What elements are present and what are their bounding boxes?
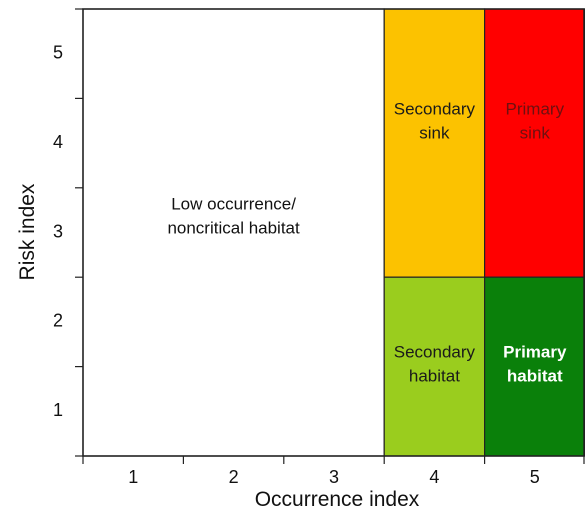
chart-region-labels: Low occurrence/noncritical habitat Second… [167,99,567,385]
x-tick-label-4: 4 [429,467,439,487]
region-label-1-line-0: Secondary [394,99,476,118]
x-tick-label-1: 1 [128,467,138,487]
plot-frame [82,8,585,457]
region-1 [383,8,486,278]
region-label-1-line-1: sink [419,123,450,142]
region-2 [484,8,585,278]
region-label-0-line-1: noncritical habitat [167,218,300,237]
region-label-4-line-1: habitat [507,366,563,385]
y-axis-title: Risk index [16,183,39,280]
y-tick-label-4: 4 [53,132,63,152]
y-axis: 1 2 3 4 5 [53,8,83,457]
x-tick-label-2: 2 [229,467,239,487]
region-label-4-line-0: Primary [503,342,567,361]
x-axis-title: Occurrence index [255,488,420,511]
y-tick-label-2: 2 [53,311,63,331]
region-label-2-line-0: Primary [506,99,565,118]
region-label-3-line-1: habitat [409,366,460,385]
y-tick-label-5: 5 [53,42,63,62]
y-tick-label-3: 3 [53,221,63,241]
y-tick-label-1: 1 [53,400,63,420]
region-3 [383,276,486,457]
region-label-2-line-1: sink [520,123,551,142]
x-tick-label-5: 5 [530,467,540,487]
region-label-3-line-0: Secondary [394,342,476,361]
x-tick-label-3: 3 [329,467,339,487]
x-axis: 1 2 3 4 5 [82,456,585,487]
region-label-0-line-0: Low occurrence/ [171,194,296,213]
chart-regions [82,8,585,457]
region-0 [82,8,385,457]
